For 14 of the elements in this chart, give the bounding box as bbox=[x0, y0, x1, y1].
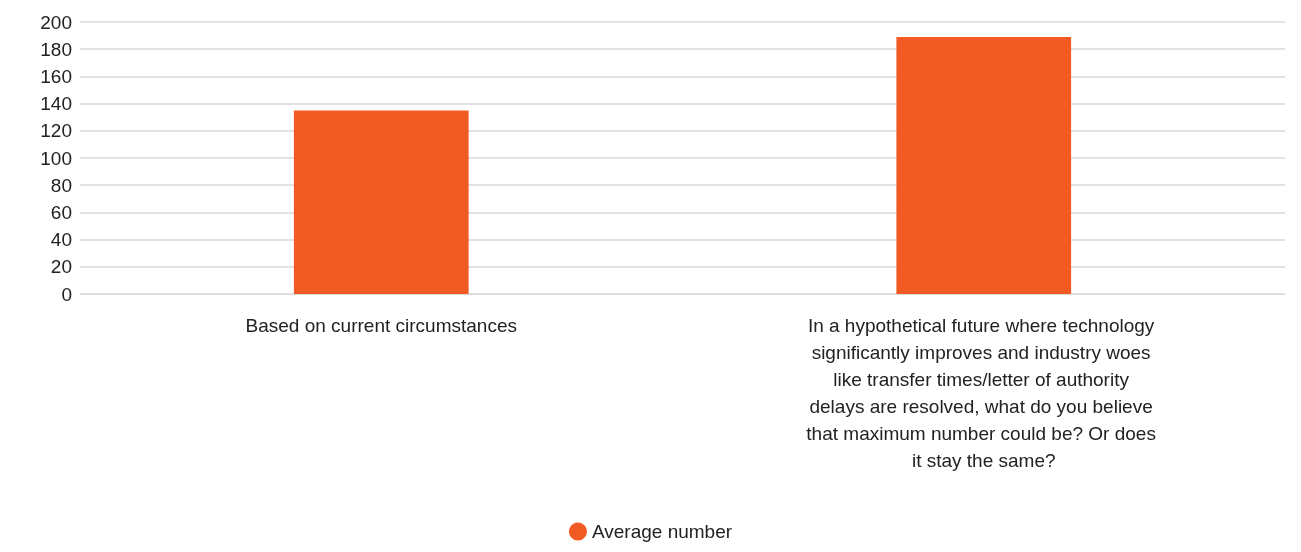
x-tick-label: Based on current circumstances bbox=[245, 315, 517, 336]
legend-label: Average number bbox=[591, 521, 733, 542]
y-tick-label: 40 bbox=[50, 229, 72, 251]
y-tick-label: 0 bbox=[61, 283, 72, 305]
y-tick-label: 100 bbox=[40, 147, 72, 169]
y-tick-label: 200 bbox=[40, 11, 72, 33]
y-tick-label: 140 bbox=[40, 93, 72, 115]
y-tick-label: 60 bbox=[50, 201, 72, 223]
y-tick-label: 120 bbox=[40, 120, 72, 142]
y-tick-label: 180 bbox=[40, 38, 72, 60]
y-tick-label: 80 bbox=[50, 174, 72, 196]
y-tick-label: 160 bbox=[40, 65, 72, 87]
x-tick-label: In a hypothetical future where technology significantly improves and industry woes like transfer times/letter of authority delays are resolved, what do you believe that maximum number could be? Or does it stay the same? bbox=[806, 315, 1162, 471]
y-tick-label: 20 bbox=[50, 256, 72, 278]
